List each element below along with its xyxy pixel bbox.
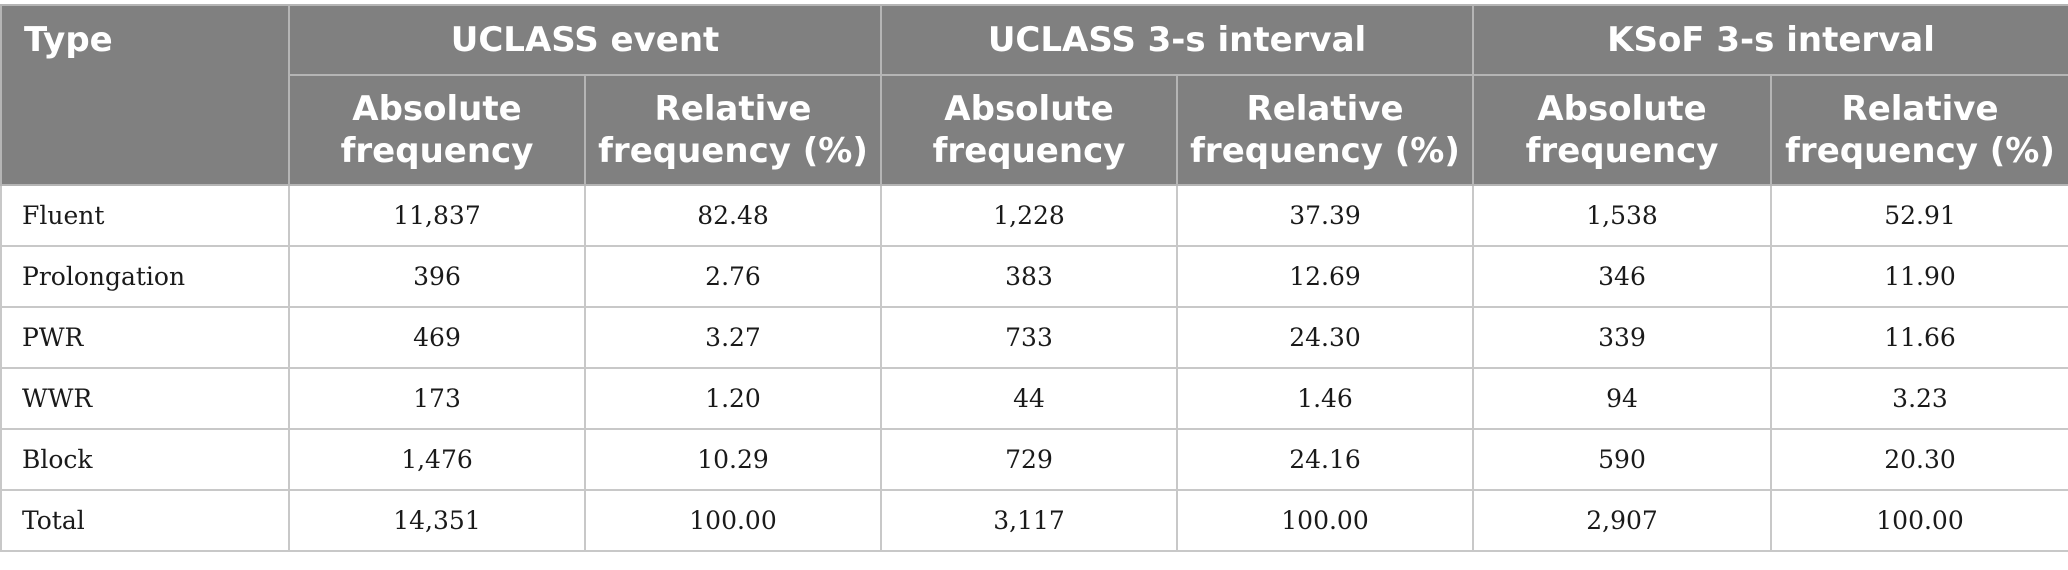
table-cell: 590 <box>1472 428 1773 491</box>
table-cell: 10.29 <box>583 428 883 491</box>
row-type-label: WWR <box>0 367 290 430</box>
table-cell: 383 <box>880 245 1179 308</box>
header-group-row: Type UCLASS event UCLASS 3-s interval KS… <box>0 4 2068 186</box>
frequency-table-container: Type UCLASS event UCLASS 3-s interval KS… <box>0 4 2068 552</box>
table-cell: 24.30 <box>1176 306 1475 369</box>
table-cell: 82.48 <box>583 184 883 247</box>
table-cell: 396 <box>288 245 586 308</box>
table-cell: 100.00 <box>1770 489 2068 552</box>
table-cell: 37.39 <box>1176 184 1475 247</box>
row-type-label: Block <box>0 428 290 491</box>
table-cell: 24.16 <box>1176 428 1475 491</box>
table-cell: 3.27 <box>583 306 883 369</box>
table-cell: 729 <box>880 428 1179 491</box>
table-cell: 100.00 <box>1176 489 1475 552</box>
subheader-line: Absolute <box>1537 89 1707 129</box>
table-cell: 2,907 <box>1472 489 1773 552</box>
table-row: Total 14,351 100.00 3,117 100.00 2,907 1… <box>0 489 2068 552</box>
table-cell: 1.46 <box>1176 367 1475 430</box>
type-column-header: Type <box>0 4 290 186</box>
table-cell: 11.66 <box>1770 306 2068 369</box>
table-row: Block 1,476 10.29 729 24.16 590 20.30 <box>0 428 2068 491</box>
table-cell: 173 <box>288 367 586 430</box>
table-cell: 11,837 <box>288 184 586 247</box>
row-type-label: Fluent <box>0 184 290 247</box>
group-header-uclass-interval: UCLASS 3-s interval <box>880 4 1475 76</box>
row-type-label: Prolongation <box>0 245 290 308</box>
table-header: Type UCLASS event UCLASS 3-s interval KS… <box>0 4 2068 186</box>
subheader-line: frequency <box>340 131 534 171</box>
table-row: WWR 173 1.20 44 1.46 94 3.23 <box>0 367 2068 430</box>
table-cell: 1.20 <box>583 367 883 430</box>
subheader-absolute-frequency: Absolute frequency <box>880 74 1179 186</box>
table-body: Fluent 11,837 82.48 1,228 37.39 1,538 52… <box>0 184 2068 552</box>
table-cell: 11.90 <box>1770 245 2068 308</box>
frequency-table: Type UCLASS event UCLASS 3-s interval KS… <box>0 4 2068 552</box>
table-cell: 44 <box>880 367 1179 430</box>
table-cell: 3,117 <box>880 489 1179 552</box>
header-sub-row: Absolute frequency Relative frequency (%… <box>1 74 2068 186</box>
subheader-relative-frequency: Relative frequency (%) <box>583 74 883 186</box>
subheader-line: Relative <box>1841 89 1999 129</box>
row-type-label: Total <box>0 489 290 552</box>
subheader-line: frequency <box>1525 131 1719 171</box>
table-row: PWR 469 3.27 733 24.30 339 11.66 <box>0 306 2068 369</box>
group-header-uclass-event: UCLASS event <box>287 4 883 76</box>
table-cell: 100.00 <box>583 489 883 552</box>
table-cell: 1,538 <box>1472 184 1773 247</box>
subheader-relative-frequency: Relative frequency (%) <box>1770 74 2068 186</box>
table-cell: 469 <box>288 306 586 369</box>
table-row: Prolongation 396 2.76 383 12.69 346 11.9… <box>0 245 2068 308</box>
table-cell: 733 <box>880 306 1179 369</box>
subheader-line: frequency <box>932 131 1126 171</box>
table-cell: 346 <box>1472 245 1773 308</box>
group-header-ksof-interval: KSoF 3-s interval <box>1472 4 2068 76</box>
subheader-line: Absolute <box>352 89 522 129</box>
subheader-line: frequency (%) <box>598 131 868 171</box>
row-type-label: PWR <box>0 306 290 369</box>
subheader-line: Absolute <box>944 89 1114 129</box>
subheader-absolute-frequency: Absolute frequency <box>1472 74 1773 186</box>
table-cell: 14,351 <box>288 489 586 552</box>
subheader-line: Relative <box>1246 89 1404 129</box>
table-cell: 52.91 <box>1770 184 2068 247</box>
subheader-line: frequency (%) <box>1190 131 1460 171</box>
subheader-line: Relative <box>654 89 812 129</box>
table-row: Fluent 11,837 82.48 1,228 37.39 1,538 52… <box>0 184 2068 247</box>
table-cell: 1,228 <box>880 184 1179 247</box>
subheader-absolute-frequency: Absolute frequency <box>288 74 586 186</box>
table-cell: 94 <box>1472 367 1773 430</box>
subheader-line: frequency (%) <box>1785 131 2055 171</box>
table-cell: 1,476 <box>288 428 586 491</box>
table-cell: 3.23 <box>1770 367 2068 430</box>
table-cell: 339 <box>1472 306 1773 369</box>
table-cell: 2.76 <box>583 245 883 308</box>
subheader-relative-frequency: Relative frequency (%) <box>1176 74 1475 186</box>
table-cell: 20.30 <box>1770 428 2068 491</box>
table-cell: 12.69 <box>1176 245 1475 308</box>
